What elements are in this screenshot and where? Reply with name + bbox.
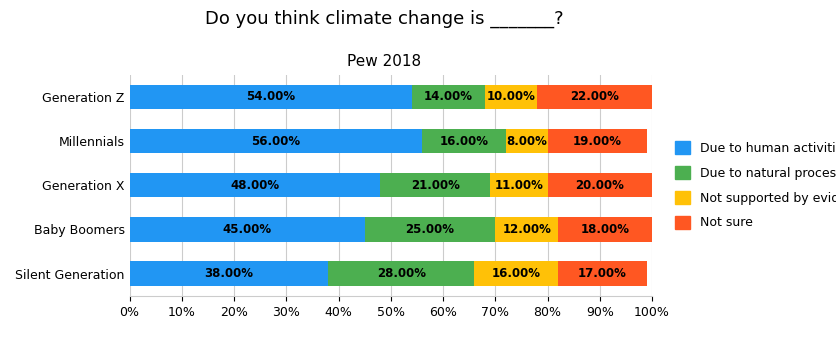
Text: 28.00%: 28.00% [377, 267, 426, 280]
Text: Pew 2018: Pew 2018 [348, 54, 421, 69]
Text: 11.00%: 11.00% [494, 179, 543, 192]
Bar [130, 173, 380, 198]
Text: 54.00%: 54.00% [246, 90, 295, 103]
Text: 45.00%: 45.00% [222, 223, 272, 236]
Bar [548, 173, 652, 198]
Text: 19.00%: 19.00% [573, 135, 622, 148]
Text: 38.00%: 38.00% [204, 267, 253, 280]
Text: 8.00%: 8.00% [507, 135, 547, 148]
Bar [495, 217, 558, 242]
Bar [538, 85, 652, 109]
Bar [411, 85, 485, 109]
Text: 22.00%: 22.00% [570, 90, 619, 103]
Bar [130, 85, 411, 109]
Text: 56.00%: 56.00% [252, 135, 300, 148]
Bar [422, 129, 506, 153]
Text: 16.00%: 16.00% [440, 135, 488, 148]
Text: 14.00%: 14.00% [424, 90, 473, 103]
Bar [364, 217, 495, 242]
Text: 21.00%: 21.00% [410, 179, 460, 192]
Bar [506, 129, 548, 153]
Text: 18.00%: 18.00% [580, 223, 630, 236]
Text: 20.00%: 20.00% [575, 179, 624, 192]
Legend: Due to human activities, Due to natural processes, Not supported by evidence, No: Due to human activities, Due to natural … [669, 135, 836, 236]
Bar [380, 173, 490, 198]
Bar [130, 261, 328, 286]
Bar [130, 217, 364, 242]
Bar [558, 261, 647, 286]
Text: 25.00%: 25.00% [405, 223, 455, 236]
Bar [558, 217, 652, 242]
Text: 17.00%: 17.00% [578, 267, 627, 280]
Bar [485, 85, 537, 109]
Bar [548, 129, 647, 153]
Bar [130, 129, 422, 153]
Text: Do you think climate change is _______?: Do you think climate change is _______? [206, 10, 563, 29]
Text: 10.00%: 10.00% [487, 90, 535, 103]
Text: 48.00%: 48.00% [231, 179, 279, 192]
Bar [475, 261, 558, 286]
Bar [328, 261, 475, 286]
Text: 12.00%: 12.00% [502, 223, 551, 236]
Bar [490, 173, 548, 198]
Text: 16.00%: 16.00% [492, 267, 541, 280]
